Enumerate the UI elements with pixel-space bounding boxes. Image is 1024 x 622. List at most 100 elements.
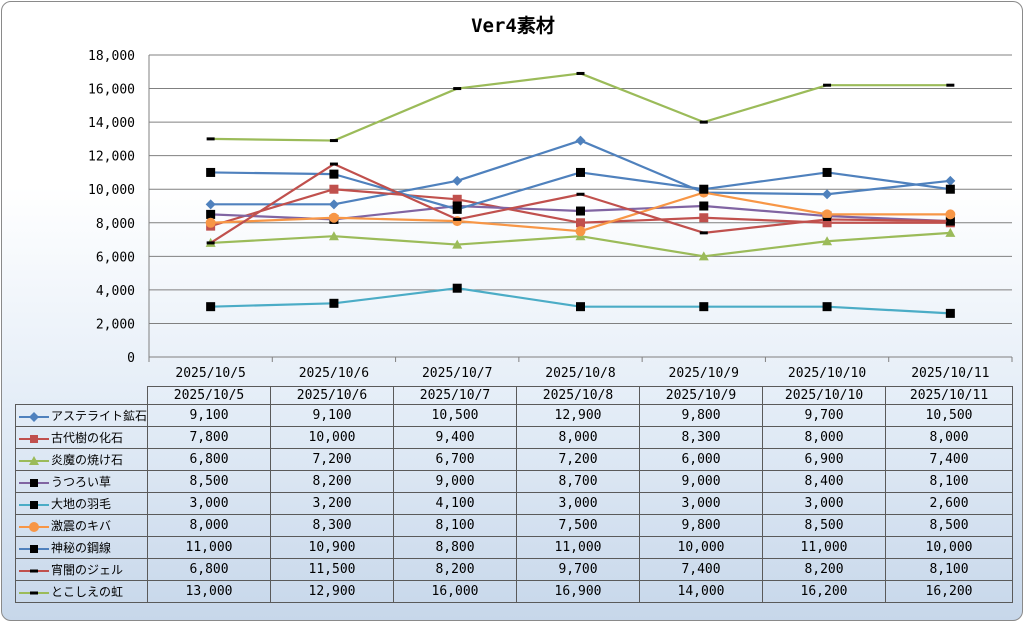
table-cell: 6,800 (147, 448, 272, 471)
legend-label: うつろい草 (51, 475, 112, 489)
table-cell: 8,200 (762, 558, 887, 581)
table-row: アステライト鉱石 9,100 9,100 10,500 12,900 9,800 9,700… (14, 404, 1014, 427)
data-point (822, 302, 832, 312)
data-point (945, 209, 956, 220)
y-tick-label: 14,000 (88, 116, 135, 131)
y-tick-label: 18,000 (88, 49, 135, 64)
data-point (575, 135, 586, 146)
x-tick-label: 2025/10/11 (911, 366, 989, 381)
table-row: 激震のキバ 8,000 8,300 8,100 7,500 9,800 8,500 8,500 (14, 514, 1014, 537)
data-point (452, 239, 463, 249)
y-tick-label: 8,000 (96, 217, 135, 232)
table-header-cell: 2025/10/9 (639, 386, 764, 405)
x-tick-label: 2025/10/10 (788, 366, 866, 381)
data-point (329, 162, 338, 166)
x-tick-label: 2025/10/9 (669, 366, 739, 381)
line-chart: 0 2,000 4,000 6,000 8,000 10,000 12,000 14,000 1… (88, 49, 1013, 381)
table-cell: 8,300 (639, 426, 764, 449)
legend-label: 神秘の鋼線 (51, 541, 112, 555)
table-cell: 12,900 (270, 580, 395, 603)
data-point (452, 283, 462, 293)
data-table: 2025/10/5 2025/10/6 2025/10/7 2025/10/8 2025… (14, 386, 1014, 603)
table-cell: 16,000 (393, 580, 518, 603)
legend-cell: 炎魔の焼け石 (14, 448, 149, 471)
table-cell: 4,100 (393, 492, 518, 515)
data-point (945, 175, 956, 186)
data-point (576, 218, 585, 228)
table-cell: 8,200 (270, 470, 395, 493)
table-cell: 8,000 (147, 514, 272, 537)
table-row: 古代樹の化石 7,800 10,000 9,400 8,000 8,300 8,000 8,0… (14, 426, 1014, 449)
data-point (946, 83, 955, 87)
data-point (699, 201, 709, 211)
legend-key (19, 478, 49, 487)
table-cell: 6,900 (762, 448, 887, 471)
data-point (206, 302, 216, 312)
table-cell: 7,500 (516, 514, 641, 537)
table-cell: 8,500 (762, 514, 887, 537)
y-tick-label: 16,000 (88, 83, 135, 98)
table-cell: 7,200 (270, 448, 395, 471)
table-cell: 10,900 (270, 536, 395, 559)
table-cell: 8,100 (885, 470, 1014, 493)
x-tick-label: 2025/10/8 (545, 366, 615, 381)
table-cell: 16,900 (516, 580, 641, 603)
legend-key (19, 521, 49, 532)
table-row: うつろい草 8,500 8,200 9,000 8,700 9,000 8,400 8,100 (14, 470, 1014, 493)
table-cell: 9,100 (147, 404, 272, 427)
table-cell: 8,000 (516, 426, 641, 449)
table-cell: 9,800 (639, 514, 764, 537)
data-point (205, 199, 216, 210)
legend-label: とこしえの虹 (51, 585, 124, 599)
data-point (945, 308, 955, 318)
data-point (329, 184, 339, 194)
data-point (576, 167, 585, 177)
data-point (452, 204, 462, 214)
table-cell: 10,500 (885, 404, 1014, 427)
data-point (329, 139, 338, 143)
legend-label: 古代樹の化石 (51, 431, 124, 445)
legend-cell: 激震のキバ (14, 514, 149, 537)
series-line (210, 72, 951, 142)
table-cell: 6,000 (639, 448, 764, 471)
table-cell: 9,400 (393, 426, 518, 449)
table-header-cell: 2025/10/10 (762, 386, 887, 405)
table-row: 宵闇のジェル 6,800 11,500 8,200 9,700 7,400 8,200 8,1… (14, 558, 1014, 581)
table-cell: 9,000 (393, 470, 518, 493)
data-point (699, 302, 709, 312)
table-header-cell: 2025/10/11 (885, 386, 1014, 405)
legend-key (19, 434, 49, 443)
table-cell: 7,200 (516, 448, 641, 471)
chart-title: Ver4素材 (471, 15, 555, 37)
legend-cell: 大地の羽毛 (14, 492, 149, 515)
table-header-cell: 2025/10/8 (516, 386, 641, 405)
legend-key (19, 500, 49, 509)
table-cell: 2,600 (885, 492, 1014, 515)
table-cell: 8,000 (762, 426, 887, 449)
data-point (699, 184, 709, 194)
table-corner (15, 386, 149, 405)
data-point (575, 226, 586, 237)
table-cell: 9,700 (516, 558, 641, 581)
data-point (698, 251, 709, 261)
legend-key (19, 455, 49, 465)
y-tick-label: 10,000 (88, 183, 135, 198)
table-header-cell: 2025/10/6 (270, 386, 395, 405)
table-cell: 3,200 (270, 492, 395, 515)
x-tick-label: 2025/10/7 (422, 366, 492, 381)
table-cell: 8,100 (885, 558, 1014, 581)
table-header-cell: 2025/10/7 (393, 386, 518, 405)
legend-label: 炎魔の焼け石 (51, 453, 124, 467)
table-cell: 12,900 (516, 404, 641, 427)
table-row: 大地の羽毛 3,000 3,200 4,100 3,000 3,000 3,000 2,600 (14, 492, 1014, 515)
legend-label: アステライト鉱石 (51, 409, 148, 423)
y-tick-label: 2,000 (96, 317, 135, 332)
data-point (699, 231, 708, 235)
data-point (699, 213, 709, 223)
table-cell: 10,000 (885, 536, 1014, 559)
table-cell: 8,700 (516, 470, 641, 493)
table-cell: 8,200 (393, 558, 518, 581)
data-point (452, 194, 462, 204)
table-cell: 3,000 (762, 492, 887, 515)
table-row: 炎魔の焼け石 6,800 7,200 6,700 7,200 6,000 6,900 7,40… (14, 448, 1014, 471)
